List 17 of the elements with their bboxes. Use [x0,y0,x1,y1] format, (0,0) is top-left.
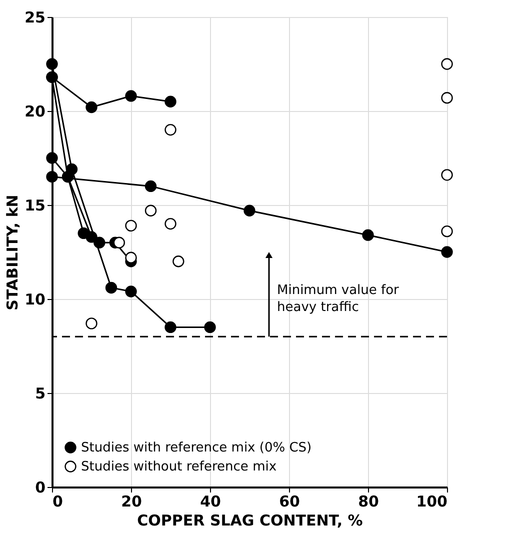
y-tick-label: 20 [24,102,46,120]
y-tick-label: 10 [24,290,46,308]
legend-label: Studies with reference mix (0% CS) [81,440,312,456]
y-tick-label: 5 [35,384,46,402]
x-tick-label: 20 [121,492,142,510]
y-tick-label: 25 [24,8,46,26]
x-tick-label: 60 [279,492,300,510]
y-axis-title: STABILITY, kN [4,194,22,310]
x-axis-title: COPPER SLAG CONTENT, % [137,512,363,530]
y-tick-label: 15 [24,196,46,214]
y-tick-label: 0 [35,478,46,496]
x-tick-label: 40 [200,492,221,510]
x-tick-label: 100 [416,492,448,510]
legend-label: Studies without reference mix [81,460,277,474]
x-tick-label: 80 [358,492,379,510]
x-tick-label: 0 [52,492,63,510]
annotation: Minimum value for heavy traffic [277,283,400,315]
